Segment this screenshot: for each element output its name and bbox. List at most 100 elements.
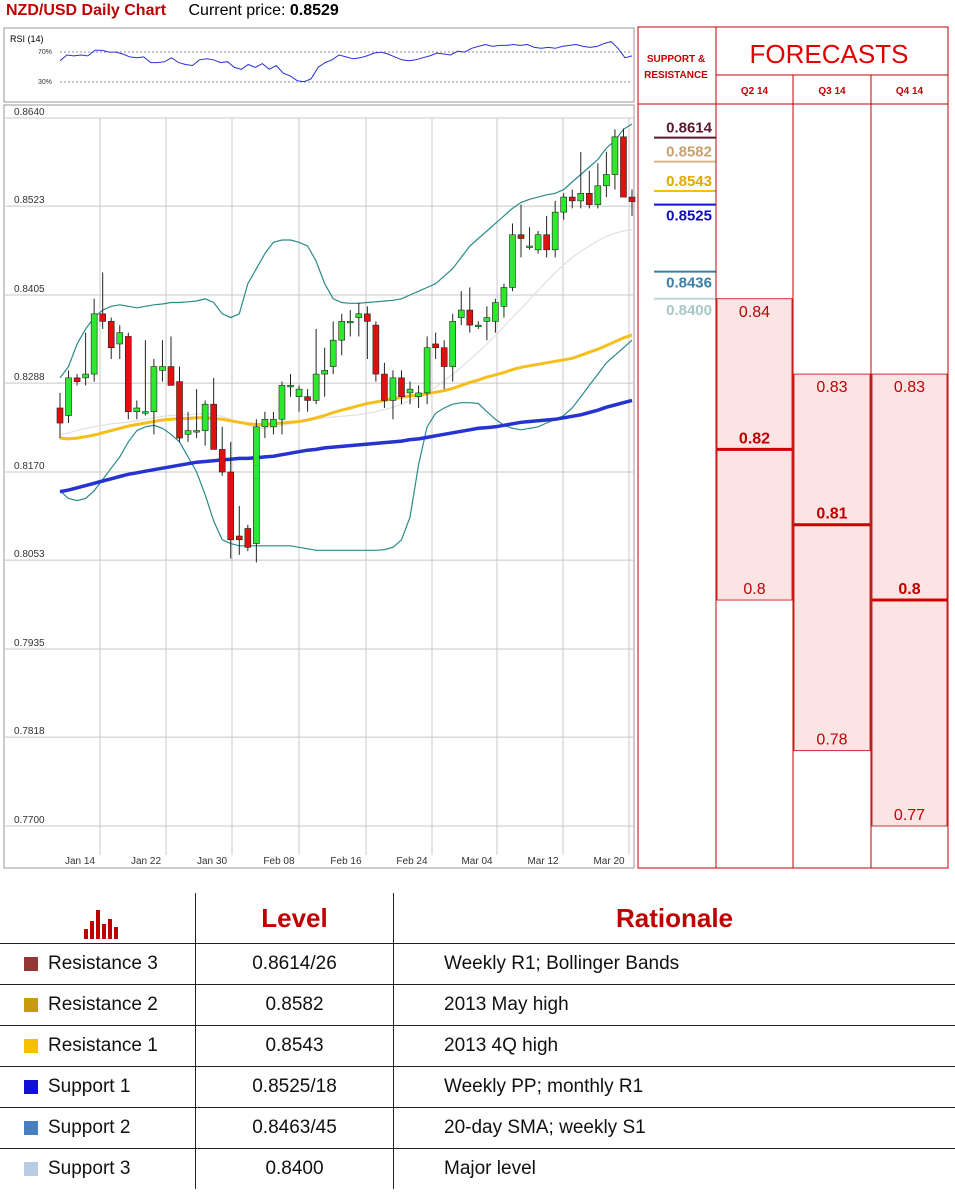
sr-title-2: RESISTANCE bbox=[644, 70, 708, 81]
bollinger-lower-line bbox=[59, 339, 633, 551]
candle bbox=[338, 313, 346, 356]
candle-body bbox=[355, 313, 363, 318]
candle-body bbox=[594, 185, 602, 205]
level-rationale: Weekly PP; monthly R1 bbox=[393, 1067, 955, 1107]
forecast-col-header: Q4 14 bbox=[896, 86, 924, 97]
indicator-lines bbox=[59, 123, 633, 551]
candle bbox=[449, 313, 457, 382]
forecast-median-label: 0.8 bbox=[898, 581, 920, 598]
candle bbox=[517, 204, 525, 258]
level-rationale: Major level bbox=[393, 1149, 955, 1189]
level-name: Resistance 2 bbox=[48, 994, 158, 1015]
support-2-label: 0.8436 bbox=[666, 275, 712, 292]
candle bbox=[483, 306, 491, 341]
candle bbox=[543, 215, 550, 258]
price-x-tick-label: Jan 14 bbox=[65, 856, 95, 867]
level-value: 0.8400 bbox=[195, 1149, 393, 1189]
candle bbox=[227, 441, 235, 559]
candle-body bbox=[568, 196, 576, 202]
candle bbox=[56, 392, 64, 439]
candle bbox=[321, 347, 328, 397]
level-rationale: 20-day SMA; weekly S1 bbox=[393, 1108, 955, 1148]
candle-body bbox=[278, 385, 286, 420]
candle-body bbox=[577, 193, 585, 202]
candle-body bbox=[483, 317, 491, 322]
level-value: 0.8525/18 bbox=[195, 1067, 393, 1107]
candle bbox=[304, 389, 311, 412]
candle bbox=[270, 411, 277, 435]
candle-body bbox=[346, 321, 354, 324]
price-y-tick-label: 0.8523 bbox=[14, 195, 45, 206]
candle bbox=[142, 340, 149, 416]
forecast-low-label: 0.8 bbox=[743, 581, 765, 598]
sr-levels: 0.8614 0.8582 0.8543 0.8525 0.8436 0.8400 bbox=[654, 120, 716, 319]
candle-body bbox=[389, 377, 397, 401]
candle bbox=[466, 287, 474, 333]
forecast-low-label: 0.78 bbox=[816, 732, 847, 749]
candles bbox=[56, 128, 636, 563]
candle-body bbox=[176, 381, 183, 439]
candle bbox=[620, 128, 627, 198]
forecast-median-label: 0.82 bbox=[739, 430, 770, 447]
candle bbox=[423, 336, 431, 405]
forecast-low-label: 0.77 bbox=[894, 807, 925, 824]
candle bbox=[603, 151, 610, 198]
candle-body bbox=[603, 174, 610, 187]
current-price-value: 0.8529 bbox=[289, 2, 339, 19]
candle-body bbox=[253, 426, 260, 544]
current-price-label: Current price: bbox=[188, 2, 286, 19]
forecast-high-label: 0.83 bbox=[894, 379, 925, 396]
candle-body bbox=[210, 403, 217, 450]
candle bbox=[526, 227, 533, 250]
sma-blue-line bbox=[59, 398, 633, 494]
forecast-panel: FORECASTS Q2 14 0.84 0.82 0.8 Q3 14 0.83 0.81 0… bbox=[715, 26, 949, 869]
candle bbox=[193, 389, 200, 439]
candle-body bbox=[449, 321, 457, 367]
level-name-cell: Resistance 1 bbox=[0, 1026, 195, 1066]
table-header-row: Level Rationale bbox=[0, 893, 955, 943]
candle bbox=[389, 370, 397, 420]
price-x-tick-label: Jan 22 bbox=[131, 856, 161, 867]
forecast-median-label: 0.81 bbox=[816, 506, 847, 523]
table-header-rationale: Rationale bbox=[393, 893, 955, 943]
level-color-swatch bbox=[24, 1080, 38, 1094]
candle bbox=[432, 332, 439, 360]
table-header-level: Level bbox=[195, 893, 393, 943]
candle-body bbox=[270, 418, 277, 428]
level-name: Resistance 1 bbox=[48, 1035, 158, 1056]
candle bbox=[475, 321, 482, 329]
chart-title: NZD/USD Daily Chart bbox=[6, 2, 167, 19]
table-header-icon-cell bbox=[0, 893, 195, 943]
resistance-3-label: 0.8614 bbox=[666, 120, 713, 137]
price-panel: 0.8640 0.8523 0.8405 0.8288 0.8170 0.8053 0.79… bbox=[3, 104, 636, 869]
candle bbox=[210, 377, 217, 450]
candle bbox=[159, 340, 166, 382]
candle-body bbox=[116, 332, 124, 345]
candle-body bbox=[287, 385, 294, 388]
candle-body bbox=[457, 309, 465, 318]
level-name-cell: Support 2 bbox=[0, 1108, 195, 1148]
candle bbox=[235, 505, 243, 555]
candle bbox=[176, 366, 183, 442]
forecast-col-header: Q2 14 bbox=[741, 86, 769, 97]
candle bbox=[201, 400, 209, 446]
candle-body bbox=[526, 245, 533, 248]
level-value: 0.8543 bbox=[195, 1026, 393, 1066]
table-row: Resistance 2 0.8582 2013 May high bbox=[0, 984, 955, 1025]
candle bbox=[312, 328, 320, 405]
candle-body bbox=[150, 366, 158, 413]
price-frame bbox=[3, 104, 635, 869]
support-1-label: 0.8525 bbox=[666, 208, 712, 225]
resistance-1-label: 0.8543 bbox=[666, 173, 712, 190]
level-name-cell: Support 3 bbox=[0, 1149, 195, 1189]
table-row: Support 2 0.8463/45 20-day SMA; weekly S1 bbox=[0, 1107, 955, 1148]
candle bbox=[551, 200, 559, 258]
candle-body bbox=[159, 366, 166, 371]
price-x-tick-label: Mar 20 bbox=[593, 856, 625, 867]
price-x-tick-label: Mar 04 bbox=[461, 856, 493, 867]
candle bbox=[99, 272, 106, 329]
candle-body bbox=[492, 302, 499, 322]
candle-body bbox=[611, 136, 619, 175]
candle-body bbox=[329, 339, 337, 367]
candle-body bbox=[124, 336, 132, 413]
